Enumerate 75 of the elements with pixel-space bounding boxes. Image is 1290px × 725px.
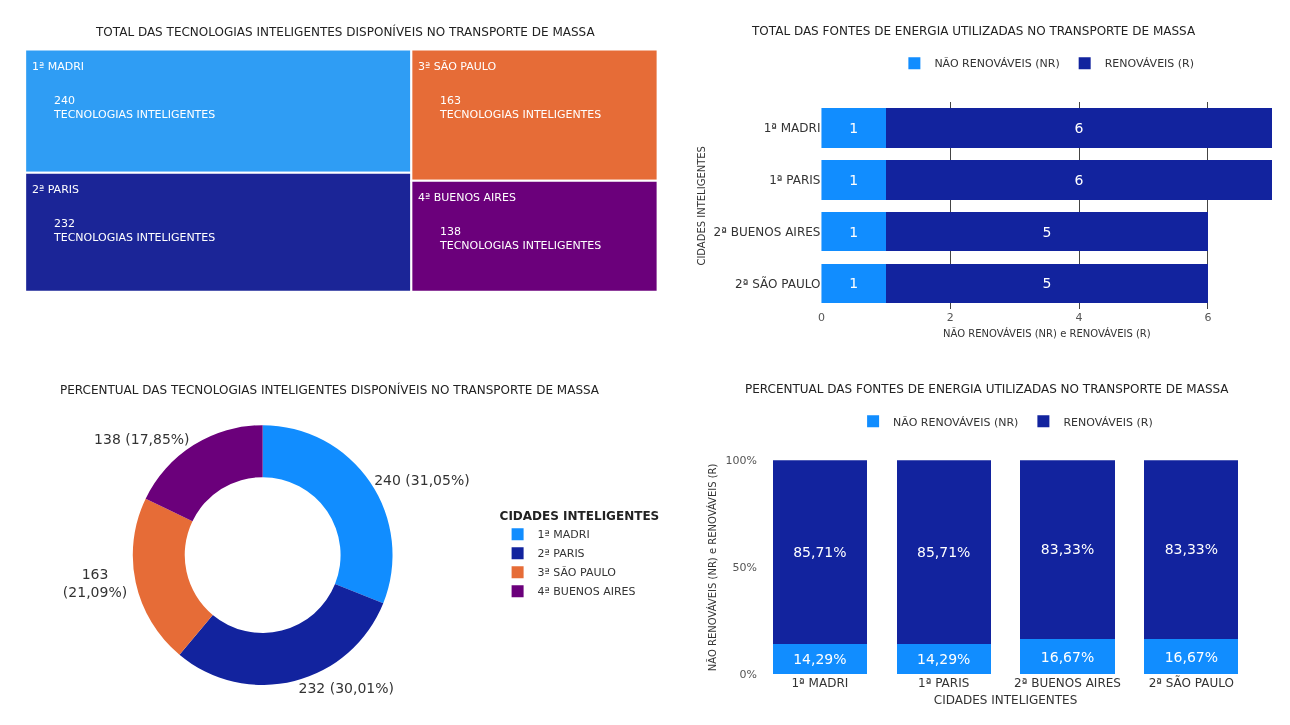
data-label: 232 TECNOLOGIAS INTELIGENTES [53, 217, 216, 245]
data-label: 85,71% [793, 544, 847, 561]
x-tick-label: 4 [1075, 311, 1083, 325]
legend-label: 2ª PARIS [537, 547, 585, 561]
data-label: 14,29% [916, 651, 971, 668]
legend-label: RENOVÁVEIS (R) [1063, 415, 1153, 429]
bar [885, 108, 1273, 148]
data-label: 5 [1042, 223, 1052, 240]
chart-title: PERCENTUAL DAS FONTES DE ENERGIA UTILIZADAS NO TRANSPORTE DE MASSA [745, 382, 1230, 396]
category-label: 4ª BUENOS AIRES [418, 191, 516, 204]
y-tick-label: 2ª BUENOS AIRES [713, 224, 821, 239]
chart-title: TOTAL DAS FONTES DE ENERGIA UTILIZADAS NO TRANSPORTE DE MASSA [751, 24, 1196, 38]
x-tick-label: 1ª PARIS [918, 676, 970, 691]
legend-label: 4ª BUENOS AIRES [537, 585, 636, 599]
bar [1020, 638, 1115, 675]
x-tick-label: 6 [1204, 311, 1212, 325]
y-tick-label: 1ª PARIS [769, 173, 821, 188]
data-label: 16,67% [1164, 648, 1219, 665]
bar [772, 460, 867, 644]
legend-title: CIDADES INTELIGENTES [499, 508, 660, 523]
y-tick-label: 50% [732, 561, 757, 575]
legend-label: RENOVÁVEIS (R) [1104, 57, 1195, 71]
y-tick-label: 1ª MADRI [763, 121, 821, 136]
data-label: 232 (30,01%) [298, 680, 394, 697]
bar [821, 160, 886, 200]
bar [1144, 638, 1239, 675]
category-label: 3ª SÃO PAULO [418, 60, 497, 73]
bar [1144, 460, 1239, 639]
x-tick-label: 2 [946, 311, 954, 325]
legend-label: 1ª MADRI [537, 528, 590, 542]
data-label: 240 TECNOLOGIAS INTELIGENTES [53, 94, 216, 122]
data-label: 1 [849, 275, 859, 292]
legend-label: NÃO RENOVÁVEIS (NR) [893, 415, 1019, 429]
bar [821, 108, 886, 148]
data-label: 6 [1074, 120, 1084, 137]
data-label: 5 [1042, 275, 1052, 292]
data-label: 6 [1074, 171, 1084, 188]
x-tick-label: 1ª MADRI [791, 676, 849, 691]
data-label: 14,29% [793, 651, 847, 668]
text: TOTAL DAS TECNOLOGIAS INTELIGENTES DISPONÍVEIS NO TRANSPORTE DE MASSA [95, 24, 596, 39]
y-tick-label: 0% [739, 668, 757, 682]
bar [821, 263, 886, 304]
chart-title: PERCENTUAL DAS TECNOLOGIAS INTELIGENTES DISPONÍVEIS NO TRANSPORTE DE MASSA [60, 382, 600, 397]
data-label: 138 (17,85%) [94, 431, 190, 448]
y-tick-label: 100% [725, 454, 757, 468]
bar [885, 160, 1273, 200]
y-axis-title: NÃO RENOVÁVEIS (NR) e RENOVÁVEIS (R) [706, 463, 719, 672]
x-axis-title: CIDADES INTELIGENTES [933, 693, 1078, 708]
data-label: 83,33% [1164, 541, 1219, 558]
data-label: 163 (21,09%) [62, 566, 128, 601]
data-label: 85,71% [916, 544, 971, 561]
x-tick-label: 2ª SÃO PAULO [1148, 675, 1235, 691]
bar [1020, 460, 1115, 639]
bar [885, 212, 1208, 252]
category-label: 1ª MADRI [32, 60, 85, 73]
legend-label: NÃO RENOVÁVEIS (NR) [934, 57, 1060, 71]
data-label: 1 [849, 171, 859, 188]
bar [821, 212, 886, 252]
y-axis-title: CIDADES INTELIGENTES [695, 146, 707, 266]
x-tick-label: 0 [817, 311, 825, 325]
data-label: 1 [849, 223, 859, 240]
legend-label: 3ª SÃO PAULO [537, 566, 617, 580]
category-label: 2ª PARIS [32, 183, 80, 196]
bar [885, 263, 1208, 304]
data-label: 138 TECNOLOGIAS INTELIGENTES [439, 225, 602, 253]
y-tick-label: 2ª SÃO PAULO [735, 275, 821, 291]
data-label: 16,67% [1040, 648, 1095, 665]
donut-slice [132, 498, 213, 655]
data-label: 163 TECNOLOGIAS INTELIGENTES [439, 94, 602, 122]
bar [896, 460, 991, 644]
data-label: 83,33% [1040, 541, 1095, 558]
x-tick-label: 2ª BUENOS AIRES [1014, 676, 1121, 691]
x-axis-title: NÃO RENOVÁVEIS (NR) e RENOVÁVEIS (R) [943, 326, 1151, 339]
data-label: 1 [849, 120, 859, 137]
data-label: 240 (31,05%) [374, 471, 470, 488]
